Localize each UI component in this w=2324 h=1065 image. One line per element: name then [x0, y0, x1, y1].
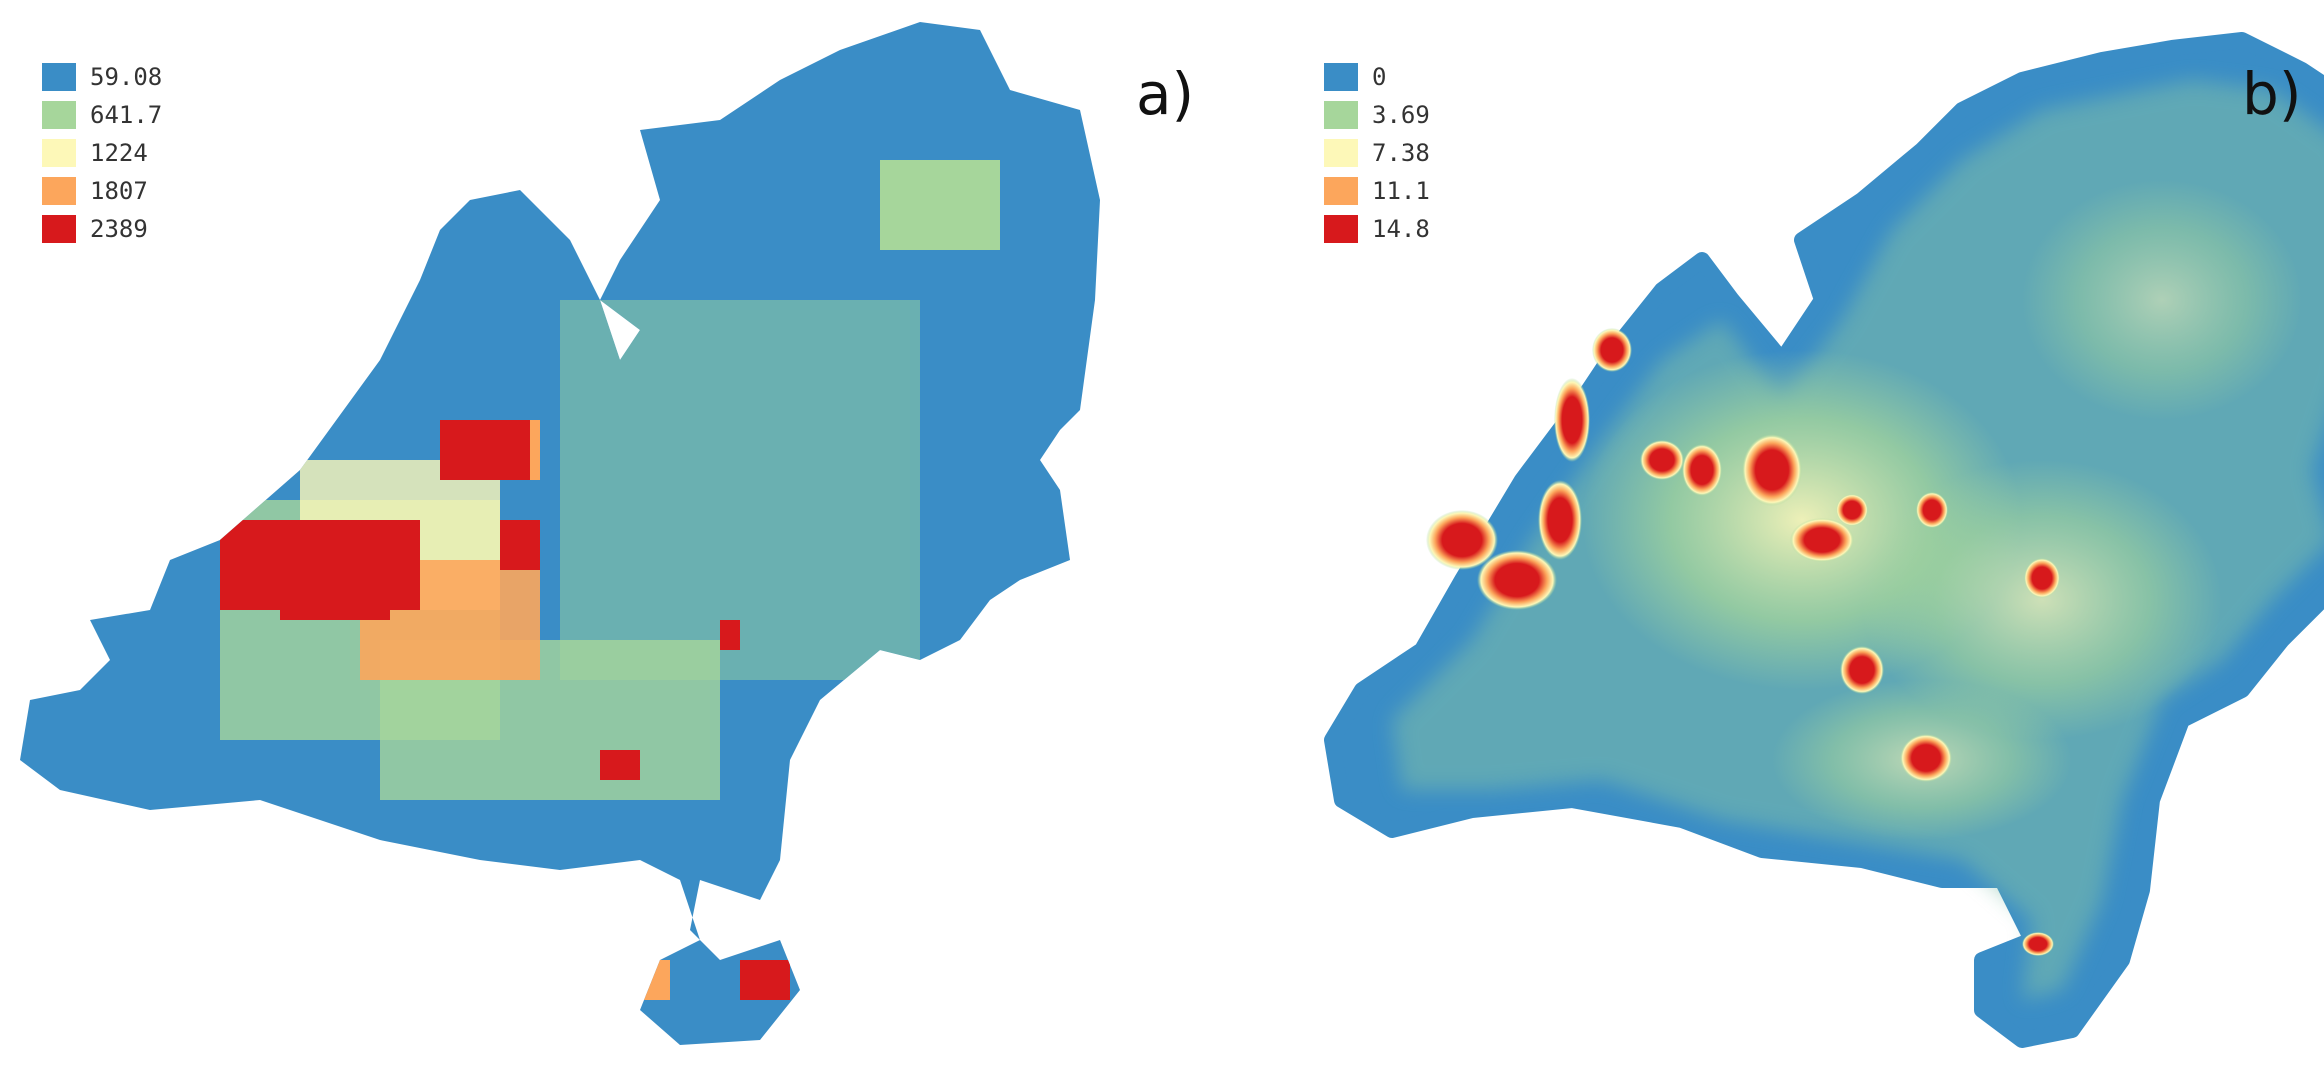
legend-item: 59.08	[42, 58, 162, 96]
legend-swatch	[42, 63, 76, 91]
legend-item: 641.7	[42, 96, 162, 134]
legend-swatch	[42, 177, 76, 205]
legend-a: 59.08 641.7 1224 1807 2389	[42, 58, 162, 248]
legend-swatch	[42, 215, 76, 243]
legend-swatch	[1324, 215, 1358, 243]
legend-label: 14.8	[1372, 215, 1430, 243]
panel-label-b: b)	[2242, 60, 2302, 128]
legend-item: 11.1	[1324, 172, 1430, 210]
panel-label-a: a)	[1136, 60, 1195, 128]
legend-item: 3.69	[1324, 96, 1430, 134]
legend-item: 14.8	[1324, 210, 1430, 248]
legend-item: 2389	[42, 210, 162, 248]
density-map-b	[1324, 32, 2324, 1048]
legend-label: 59.08	[90, 63, 163, 91]
legend-label: 3.69	[1372, 101, 1430, 129]
legend-swatch	[1324, 63, 1358, 91]
legend-label: 2389	[90, 215, 148, 243]
legend-label: 641.7	[90, 101, 163, 129]
legend-label: 1807	[90, 177, 148, 205]
legend-label: 1224	[90, 139, 148, 167]
legend-swatch	[1324, 139, 1358, 167]
legend-swatch	[42, 101, 76, 129]
legend-b: 0 3.69 7.38 11.1 14.8	[1324, 58, 1430, 248]
legend-label: 7.38	[1372, 139, 1430, 167]
map-panel-a: 59.08 641.7 1224 1807 2389 a)	[20, 22, 1194, 1045]
density-surface-b	[1324, 32, 2324, 1048]
legend-label: 0	[1372, 63, 1387, 91]
legend-label: 11.1	[1372, 177, 1430, 205]
legend-item: 0	[1324, 58, 1430, 96]
raster-map-a	[20, 22, 1100, 1045]
raster-cells-a	[20, 22, 1100, 1045]
legend-swatch	[42, 139, 76, 167]
hotspots-b	[1426, 328, 2060, 956]
legend-item: 1224	[42, 134, 162, 172]
map-panel-b: 0 3.69 7.38 11.1 14.8 b)	[1162, 0, 2324, 1065]
legend-item: 1807	[42, 172, 162, 210]
legend-swatch	[1324, 177, 1358, 205]
legend-swatch	[1324, 101, 1358, 129]
legend-item: 7.38	[1324, 134, 1430, 172]
